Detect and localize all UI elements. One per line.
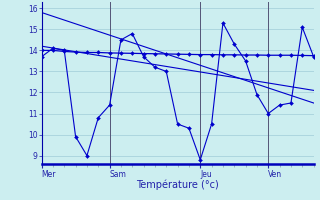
X-axis label: Température (°c): Température (°c)	[136, 180, 219, 190]
